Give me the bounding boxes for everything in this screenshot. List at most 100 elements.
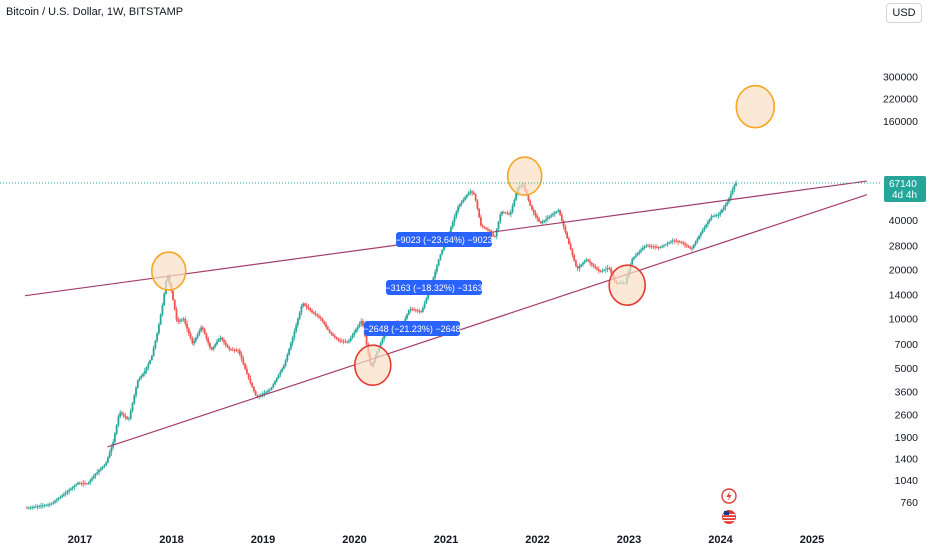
candle-body (140, 375, 143, 379)
candle-body (420, 311, 422, 313)
candle-body (341, 341, 343, 342)
candle-body (680, 242, 683, 243)
candle-body (687, 246, 690, 248)
candle-body (684, 243, 686, 245)
candle-body (485, 227, 488, 229)
x-tick-label: 2020 (342, 534, 366, 546)
candle-body (701, 229, 704, 233)
candle-body (379, 343, 382, 348)
candle-body (534, 212, 537, 216)
candle-body (457, 206, 459, 212)
candle-body (689, 247, 692, 249)
candle-body (557, 210, 560, 212)
x-tick-label: 2017 (68, 534, 92, 546)
x-tick-label: 2021 (434, 534, 458, 546)
x-tick-label: 2019 (251, 534, 275, 546)
candle-body (492, 233, 495, 237)
candle-body (501, 211, 503, 215)
peak-circle (506, 156, 543, 196)
highlight-circles (150, 84, 776, 387)
candle-body (114, 433, 116, 443)
candle-body (207, 338, 210, 344)
candle-body (92, 476, 95, 479)
candle-body (675, 240, 678, 242)
candle-body (469, 191, 472, 193)
candle-body (511, 205, 514, 213)
candle-body (295, 325, 298, 332)
us-flag-icon-stripe (723, 517, 735, 519)
candle-body (652, 246, 655, 248)
candle-body (663, 245, 665, 247)
candle-body (497, 221, 500, 230)
candle-body (673, 240, 676, 242)
us-flag-icon-stripe (723, 520, 735, 522)
candle-body (460, 202, 463, 205)
measure-label: −9023 (−23.64%) −9023 (395, 235, 492, 245)
candle-body (502, 211, 505, 213)
candle-body (245, 368, 248, 374)
candle-body (647, 245, 649, 247)
candle-body (346, 341, 349, 343)
candle-body (288, 348, 291, 355)
candle-body (68, 490, 71, 492)
candle-body (265, 391, 268, 393)
candle-body (413, 309, 415, 311)
candle-body (203, 329, 206, 334)
candle-body (249, 378, 252, 383)
candle-body (305, 305, 308, 308)
candle-body (453, 216, 456, 223)
candle-body (221, 337, 224, 341)
candle-body (230, 349, 232, 351)
candle-body (439, 254, 442, 260)
x-axis: 2017 2018 2019 2020 2021 2022 2023 2024 2025 (68, 534, 824, 546)
candle-body (587, 259, 590, 262)
candle-body (71, 487, 74, 489)
candle-body (488, 230, 491, 232)
candle-body (129, 410, 132, 419)
candle-body (541, 221, 544, 224)
candle-body (163, 293, 166, 305)
candle-body (122, 414, 125, 416)
candle-body (548, 216, 551, 218)
candle-body (251, 382, 254, 388)
candle-body (40, 505, 42, 507)
candle-body (472, 192, 475, 195)
candle-body (735, 183, 737, 186)
candle-body (108, 452, 111, 458)
y-tick-label: 160000 (883, 116, 918, 128)
candle-body (256, 395, 259, 398)
peak-circle (150, 251, 187, 291)
candle-body (414, 309, 417, 311)
candle-body (487, 228, 489, 231)
candle-body (263, 392, 266, 395)
candle-body (110, 447, 113, 453)
channel-lower-line (107, 194, 868, 448)
candle-body (506, 213, 509, 214)
candle-body (267, 390, 269, 392)
candle-body (710, 216, 713, 220)
candle-body (365, 335, 368, 345)
candle-body (99, 468, 102, 471)
candle-body (80, 482, 83, 484)
currency-button[interactable]: USD (886, 3, 922, 23)
candle-body (189, 333, 192, 339)
candle-body (483, 226, 486, 228)
candle-body (121, 412, 123, 415)
candle-body (298, 312, 301, 319)
candle-body (715, 215, 718, 217)
candle-body (319, 317, 322, 319)
candle-body (536, 215, 539, 219)
candle-body (585, 259, 588, 261)
y-tick-label: 20000 (889, 264, 918, 276)
candle-body (291, 337, 294, 344)
candle-body (293, 331, 296, 338)
candle-body (321, 318, 324, 322)
candle-body (532, 209, 535, 213)
candle-body (45, 504, 48, 506)
candle-body (545, 219, 547, 221)
candle-body (569, 243, 572, 250)
candle-body (268, 389, 271, 391)
candle-body (186, 323, 188, 329)
candle-body (75, 484, 78, 486)
